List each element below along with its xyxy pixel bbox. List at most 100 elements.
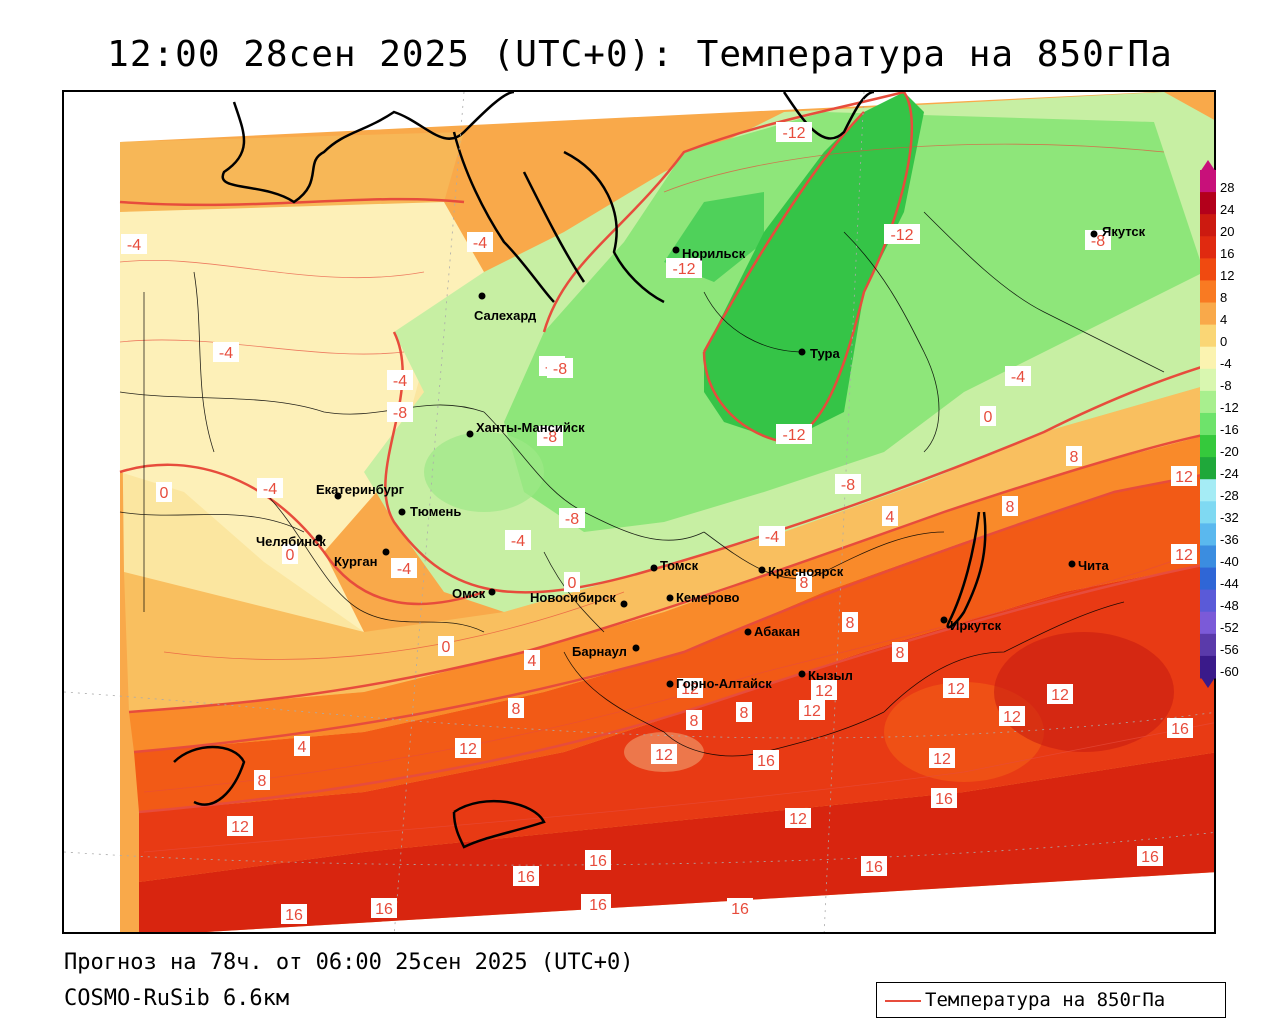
colorbar-tick-label: 16 — [1220, 246, 1235, 261]
colorbar-tick-label: -40 — [1220, 554, 1239, 569]
map-title: 12:00 28сен 2025 (UTC+0): Температура на… — [107, 34, 1173, 75]
isotherm-label: -8 — [543, 429, 557, 446]
isotherm-label: 12 — [231, 819, 249, 836]
isotherm-label: -12 — [890, 227, 913, 244]
colorbar-tick-label: 24 — [1220, 202, 1235, 217]
isotherm-label: 12 — [933, 751, 951, 768]
colorbar-tick-label: -28 — [1220, 488, 1239, 503]
city-label: Томск — [660, 558, 699, 573]
city-marker[interactable] — [1090, 230, 1098, 238]
isotherm-label-background — [213, 342, 239, 362]
city-marker[interactable] — [798, 348, 806, 356]
colorbar-segment — [1200, 633, 1216, 657]
isotherm-label: 16 — [589, 853, 607, 870]
isotherm-label-background — [980, 406, 996, 426]
city-label: Кызыл — [808, 668, 853, 683]
city-label: Красноярск — [768, 564, 844, 579]
city-marker[interactable] — [398, 508, 406, 516]
isotherm-label-background — [1002, 496, 1018, 516]
map-panel[interactable]: -12-12-12-12-8-8-8-8-8-8-8-8-4-4-4-4-4-4… — [62, 90, 1216, 934]
city-marker[interactable] — [382, 548, 390, 556]
line-legend: Температура на 850гПа — [876, 982, 1226, 1018]
isotherm-label-background — [1066, 446, 1082, 466]
isotherm-label-background — [1167, 718, 1193, 738]
isotherm-label: -4 — [263, 481, 277, 498]
isotherm-label: -4 — [511, 533, 525, 550]
isotherm-label-background — [892, 642, 908, 662]
city-marker[interactable] — [488, 588, 496, 596]
isotherm-label: 0 — [568, 575, 577, 592]
isotherm-label: 16 — [517, 869, 535, 886]
isotherm-label-background — [508, 698, 524, 718]
city-marker[interactable] — [666, 594, 674, 602]
isotherm-label: 12 — [789, 811, 807, 828]
isotherm-label-background — [1005, 366, 1031, 386]
colorbar-segment — [1200, 501, 1216, 524]
isotherm-label-background — [882, 506, 898, 526]
isotherm-label-background — [547, 358, 573, 378]
isotherm-label: -4 — [765, 529, 779, 546]
colorbar-segment — [1200, 457, 1216, 480]
legend-label: Температура на 850гПа — [925, 989, 1166, 1011]
city-marker[interactable] — [334, 492, 342, 500]
isotherm-label: 12 — [1175, 469, 1193, 486]
city-marker[interactable] — [315, 534, 323, 542]
city-label: Иркутск — [950, 618, 1002, 633]
isotherm-label-background — [524, 650, 540, 670]
isotherm-label-background — [1171, 466, 1197, 486]
city-marker[interactable] — [666, 680, 674, 688]
colorbar-tick-label: -16 — [1220, 422, 1239, 437]
colorbar-segment — [1200, 655, 1216, 679]
city-marker[interactable] — [672, 246, 680, 254]
colorbar-segment — [1200, 368, 1216, 392]
model-name: COSMO-RuSib 6.6км — [64, 986, 290, 1011]
city-marker[interactable] — [1068, 560, 1076, 568]
city-label: Чита — [1078, 558, 1109, 573]
isotherm-label: -12 — [672, 261, 695, 278]
isotherm-label: -8 — [553, 361, 567, 378]
isotherm-label-background — [282, 544, 298, 564]
isotherm-label-background — [585, 850, 611, 870]
city-label: Кемерово — [676, 590, 740, 605]
isotherm-label-background — [467, 232, 493, 252]
colorbar-segment — [1200, 170, 1216, 193]
isotherm-label: 8 — [1070, 449, 1079, 466]
isotherm-label: 12 — [681, 681, 699, 698]
isotherm-label-background — [796, 572, 812, 592]
isotherm-label-background — [651, 744, 677, 764]
isotherm-label: 8 — [740, 705, 749, 722]
colorbar-tick-label: 8 — [1220, 290, 1228, 305]
city-label: Екатеринбург — [316, 482, 405, 497]
isotherm-label: -12 — [782, 427, 805, 444]
city-marker[interactable] — [650, 564, 658, 572]
colorbar-segment — [1200, 390, 1216, 414]
city-marker[interactable] — [466, 430, 474, 438]
city-marker[interactable] — [798, 670, 806, 678]
city-marker[interactable] — [758, 566, 766, 574]
city-marker[interactable] — [478, 292, 486, 300]
isotherm-label-background — [294, 736, 310, 756]
isotherm-label: 12 — [803, 703, 821, 720]
isotherm-label-background — [254, 770, 270, 790]
colorbar-tick-label: -48 — [1220, 598, 1239, 613]
isotherm-label: 0 — [160, 485, 169, 502]
colorbar-segment — [1200, 214, 1216, 237]
colorbar-tick-label: -56 — [1220, 642, 1239, 657]
isotherm-label-background — [842, 612, 858, 632]
isotherm-label-background — [513, 866, 539, 886]
city-marker[interactable] — [620, 600, 628, 608]
isotherm-label-background — [736, 702, 752, 722]
isotherm-label-background — [455, 738, 481, 758]
isotherm-label: -4 — [127, 237, 141, 254]
city-marker[interactable] — [940, 616, 948, 624]
colorbar-segment — [1200, 567, 1216, 591]
isotherm-label: 8 — [896, 645, 905, 662]
city-markers: Якутск Норильск Салехард Тура Ханты-Мансийск… — [256, 224, 1146, 691]
isotherm-label: 4 — [298, 739, 307, 756]
colorbar-segment — [1200, 280, 1216, 304]
isotherm-label: 12 — [1051, 687, 1069, 704]
isotherm-label-background — [759, 526, 785, 546]
city-marker[interactable] — [744, 628, 752, 636]
city-label: Новосибирск — [530, 590, 616, 605]
city-marker[interactable] — [632, 644, 640, 652]
